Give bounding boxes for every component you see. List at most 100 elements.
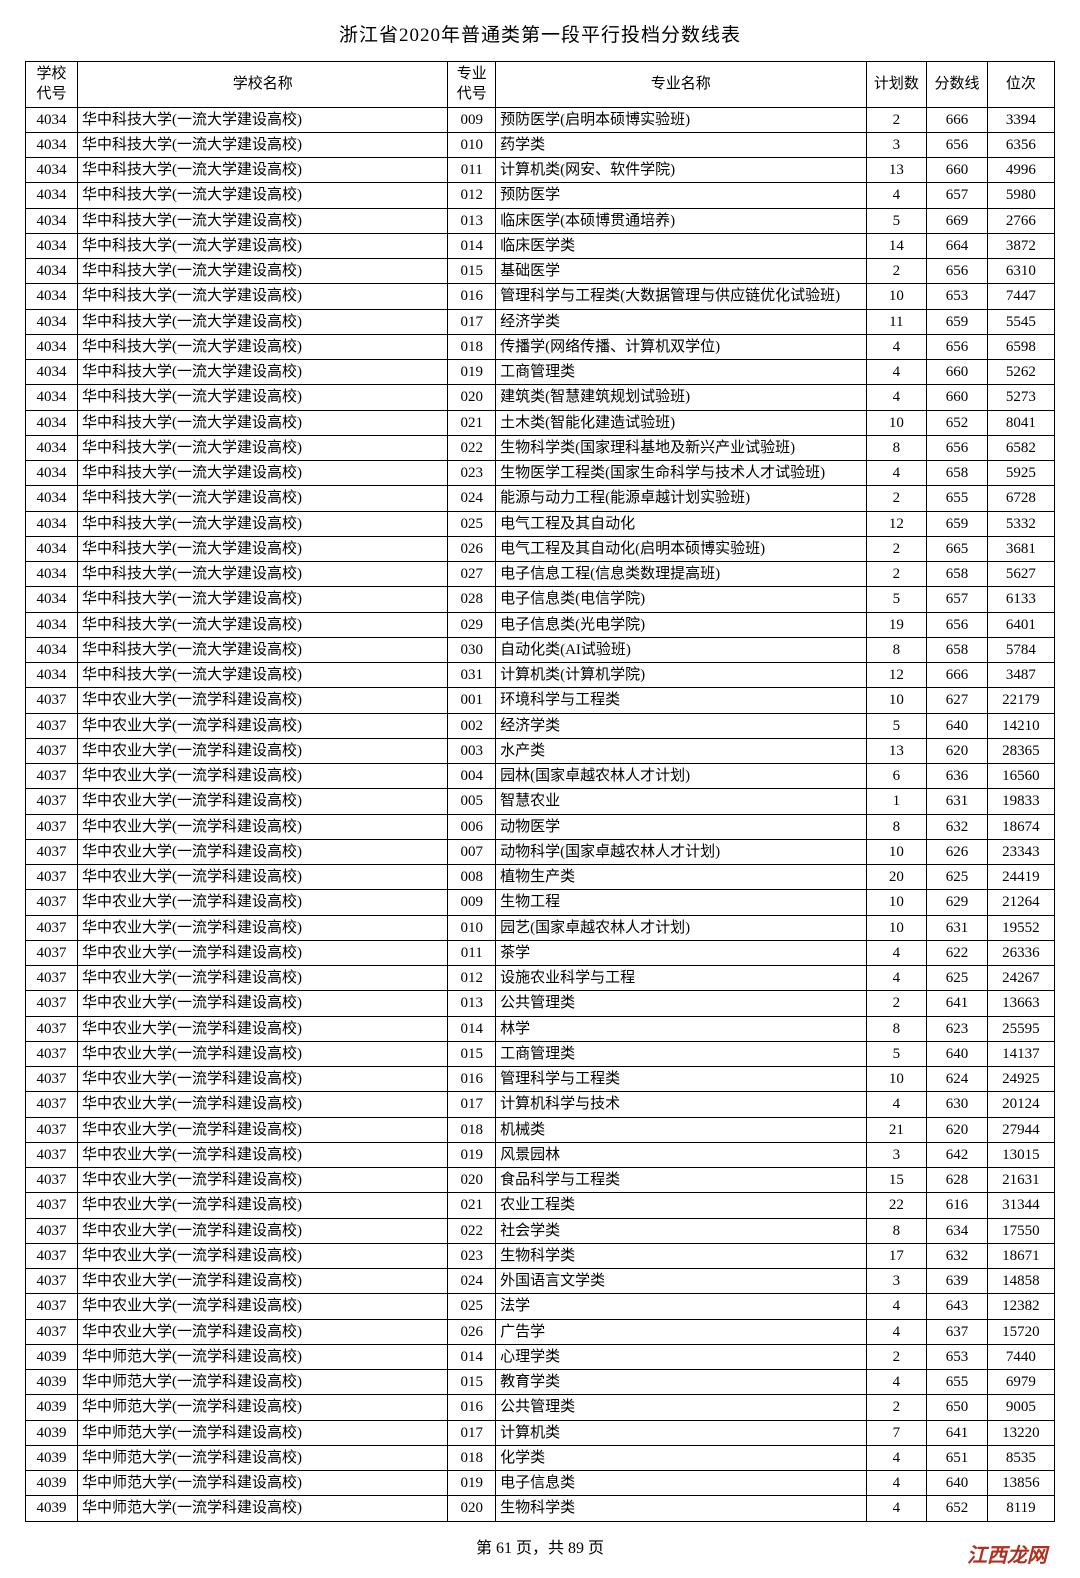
table-cell: 006	[448, 814, 496, 839]
table-cell: 4	[866, 334, 927, 359]
table-cell: 华中农业大学(一流学科建设高校)	[77, 814, 447, 839]
table-cell: 8119	[987, 1496, 1054, 1521]
col-header-school-code: 学校代号	[26, 62, 78, 108]
table-cell: 华中科技大学(一流大学建设高校)	[77, 360, 447, 385]
table-cell: 26336	[987, 940, 1054, 965]
table-cell: 12	[866, 663, 927, 688]
table-cell: 659	[927, 309, 988, 334]
table-cell: 27944	[987, 1117, 1054, 1142]
table-cell: 电子信息类	[496, 1471, 866, 1496]
table-row: 4037华中农业大学(一流学科建设高校)015工商管理类564014137	[26, 1041, 1055, 1066]
table-cell: 工商管理类	[496, 1041, 866, 1066]
table-cell: 华中农业大学(一流学科建设高校)	[77, 1243, 447, 1268]
table-cell: 植物生产类	[496, 865, 866, 890]
table-cell: 园林(国家卓越农林人才计划)	[496, 764, 866, 789]
table-cell: 666	[927, 663, 988, 688]
table-cell: 4034	[26, 132, 78, 157]
table-cell: 7447	[987, 284, 1054, 309]
table-cell: 4037	[26, 1117, 78, 1142]
table-cell: 10	[866, 915, 927, 940]
table-cell: 6401	[987, 612, 1054, 637]
table-cell: 28365	[987, 738, 1054, 763]
table-cell: 4034	[26, 309, 78, 334]
table-cell: 4034	[26, 637, 78, 662]
table-cell: 2	[866, 1344, 927, 1369]
table-cell: 4039	[26, 1471, 78, 1496]
table-cell: 625	[927, 865, 988, 890]
table-cell: 华中农业大学(一流学科建设高校)	[77, 1294, 447, 1319]
table-cell: 5	[866, 1041, 927, 1066]
table-cell: 华中农业大学(一流学科建设高校)	[77, 1193, 447, 1218]
table-cell: 015	[448, 1370, 496, 1395]
table-row: 4034华中科技大学(一流大学建设高校)021土木类(智能化建造试验班)1065…	[26, 410, 1055, 435]
table-cell: 华中农业大学(一流学科建设高校)	[77, 1092, 447, 1117]
table-cell: 6598	[987, 334, 1054, 359]
table-cell: 4034	[26, 511, 78, 536]
table-cell: 653	[927, 1344, 988, 1369]
table-cell: 651	[927, 1445, 988, 1470]
table-cell: 027	[448, 562, 496, 587]
table-cell: 13663	[987, 991, 1054, 1016]
table-row: 4037华中农业大学(一流学科建设高校)003水产类1362028365	[26, 738, 1055, 763]
table-cell: 15	[866, 1168, 927, 1193]
table-cell: 华中农业大学(一流学科建设高校)	[77, 738, 447, 763]
table-cell: 4037	[26, 991, 78, 1016]
table-cell: 4	[866, 1496, 927, 1521]
table-cell: 华中科技大学(一流大学建设高校)	[77, 183, 447, 208]
table-cell: 616	[927, 1193, 988, 1218]
table-row: 4037华中农业大学(一流学科建设高校)016管理科学与工程类106242492…	[26, 1067, 1055, 1092]
table-cell: 基础医学	[496, 259, 866, 284]
table-cell: 8535	[987, 1445, 1054, 1470]
table-cell: 023	[448, 1243, 496, 1268]
table-cell: 018	[448, 1445, 496, 1470]
table-cell: 4037	[26, 1193, 78, 1218]
table-cell: 16560	[987, 764, 1054, 789]
table-cell: 641	[927, 991, 988, 1016]
table-row: 4039华中师范大学(一流学科建设高校)017计算机类764113220	[26, 1420, 1055, 1445]
table-cell: 016	[448, 1395, 496, 1420]
score-table: 学校代号 学校名称 专业代号 专业名称 计划数 分数线 位次 4034华中科技大…	[25, 61, 1055, 1522]
table-cell: 660	[927, 158, 988, 183]
table-cell: 018	[448, 1117, 496, 1142]
table-row: 4034华中科技大学(一流大学建设高校)029电子信息类(光电学院)196566…	[26, 612, 1055, 637]
table-cell: 024	[448, 486, 496, 511]
table-cell: 华中师范大学(一流学科建设高校)	[77, 1445, 447, 1470]
table-cell: 华中农业大学(一流学科建设高校)	[77, 713, 447, 738]
table-cell: 12382	[987, 1294, 1054, 1319]
table-cell: 012	[448, 183, 496, 208]
table-cell: 655	[927, 1370, 988, 1395]
table-cell: 6133	[987, 587, 1054, 612]
table-cell: 004	[448, 764, 496, 789]
table-cell: 634	[927, 1218, 988, 1243]
table-cell: 22	[866, 1193, 927, 1218]
table-cell: 2	[866, 259, 927, 284]
table-cell: 632	[927, 814, 988, 839]
table-row: 4034华中科技大学(一流大学建设高校)027电子信息工程(信息类数理提高班)2…	[26, 562, 1055, 587]
table-cell: 华中农业大学(一流学科建设高校)	[77, 940, 447, 965]
table-row: 4037华中农业大学(一流学科建设高校)023生物科学类1763218671	[26, 1243, 1055, 1268]
table-cell: 4034	[26, 587, 78, 612]
table-cell: 7	[866, 1420, 927, 1445]
table-cell: 华中农业大学(一流学科建设高校)	[77, 966, 447, 991]
watermark: 江西龙网	[959, 1537, 1055, 1570]
table-cell: 3681	[987, 536, 1054, 561]
table-cell: 5262	[987, 360, 1054, 385]
table-cell: 4039	[26, 1496, 78, 1521]
table-cell: 4037	[26, 688, 78, 713]
table-cell: 016	[448, 284, 496, 309]
table-cell: 14858	[987, 1269, 1054, 1294]
table-cell: 4	[866, 385, 927, 410]
table-cell: 001	[448, 688, 496, 713]
table-cell: 4	[866, 183, 927, 208]
table-cell: 4034	[26, 284, 78, 309]
table-cell: 643	[927, 1294, 988, 1319]
table-cell: 015	[448, 1041, 496, 1066]
table-cell: 华中农业大学(一流学科建设高校)	[77, 1319, 447, 1344]
table-cell: 659	[927, 511, 988, 536]
table-cell: 动物医学	[496, 814, 866, 839]
table-cell: 014	[448, 233, 496, 258]
table-cell: 024	[448, 1269, 496, 1294]
table-cell: 5	[866, 208, 927, 233]
table-cell: 10	[866, 890, 927, 915]
table-cell: 4037	[26, 1016, 78, 1041]
